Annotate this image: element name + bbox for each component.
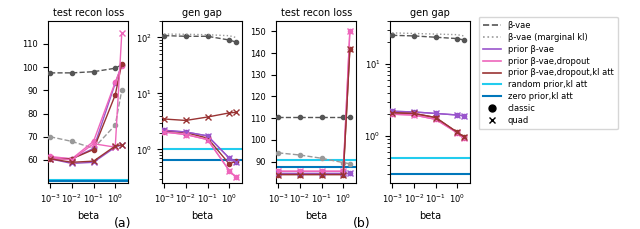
X-axis label: beta: beta: [191, 211, 213, 221]
Text: (a): (a): [114, 217, 132, 229]
Text: (b): (b): [353, 217, 371, 229]
Title: test recon loss: test recon loss: [52, 8, 124, 19]
X-axis label: beta: beta: [77, 211, 99, 221]
X-axis label: beta: beta: [419, 211, 442, 221]
Title: test recon loss: test recon loss: [280, 8, 352, 19]
Title: gen gap: gen gap: [410, 8, 450, 19]
X-axis label: beta: beta: [305, 211, 327, 221]
Legend: β-vae, β-vae (marginal kl), prior β-vae, prior β-vae,dropout, prior β-vae,dropou: β-vae, β-vae (marginal kl), prior β-vae,…: [479, 17, 618, 129]
Title: gen gap: gen gap: [182, 8, 222, 19]
